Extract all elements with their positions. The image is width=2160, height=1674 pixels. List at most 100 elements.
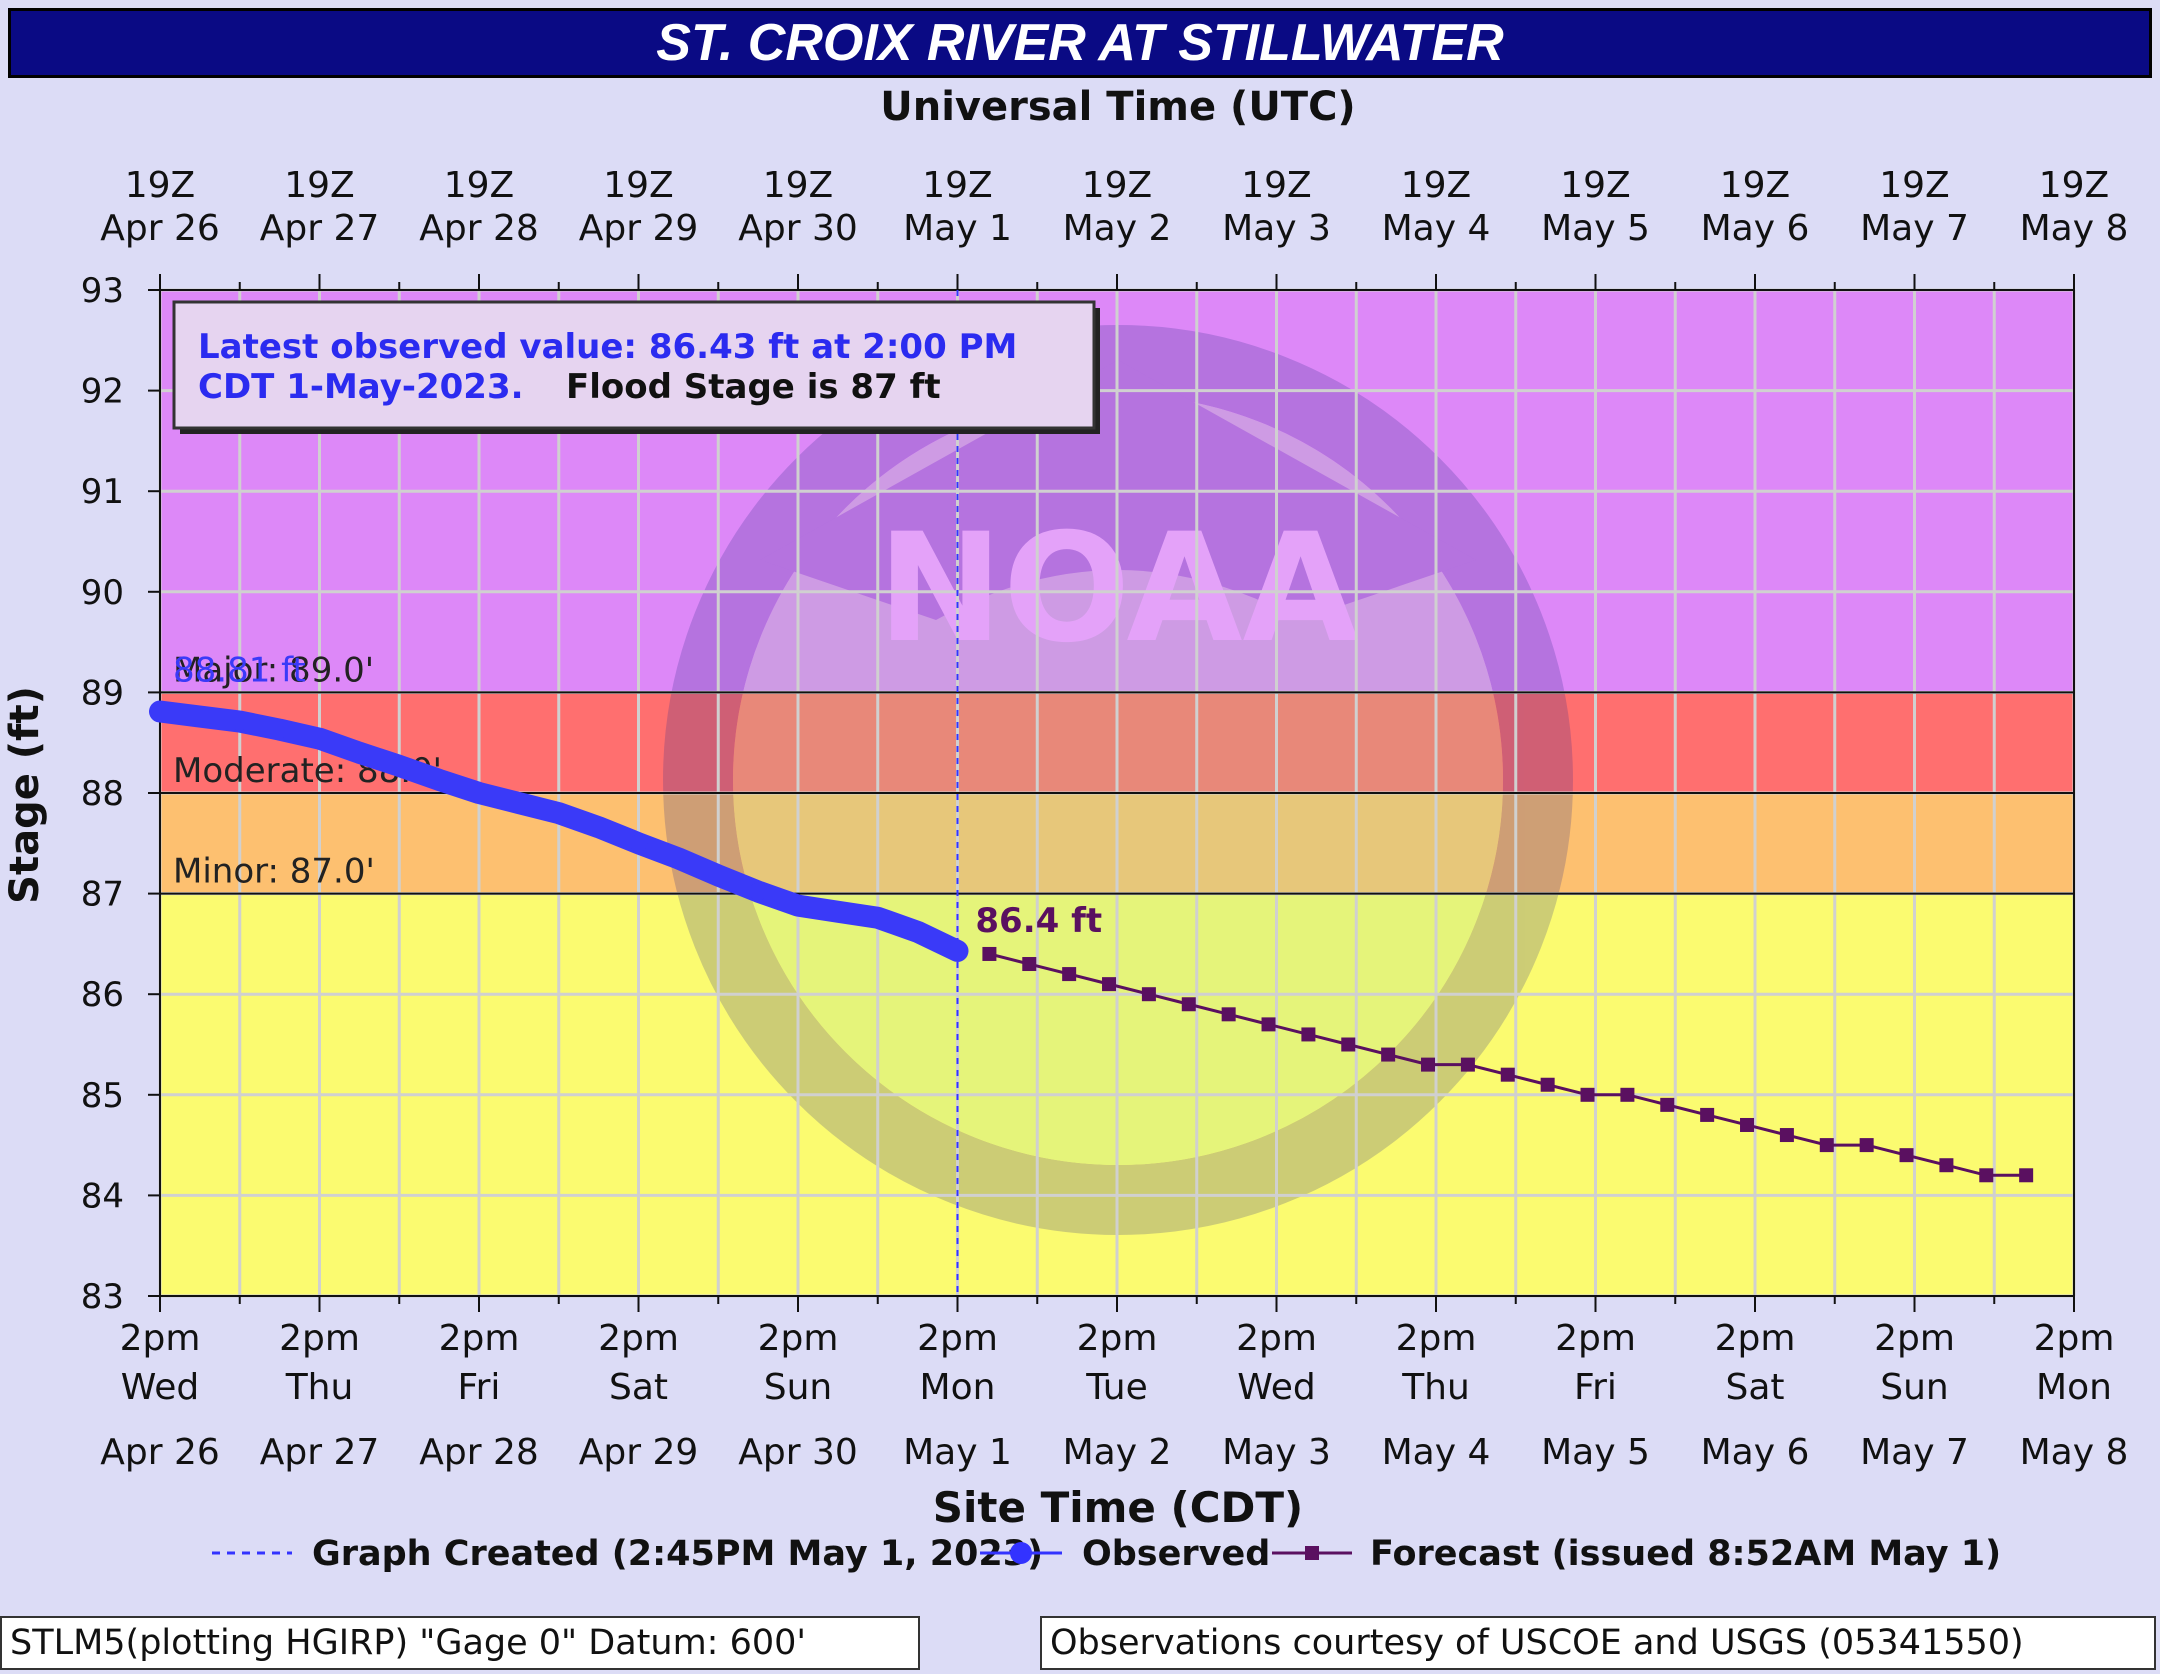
bottom-tick-label-date: Apr 27 (260, 1432, 380, 1473)
observed-point (470, 784, 488, 802)
top-tick-label-date: May 6 (1701, 208, 1810, 249)
forecast-point (1460, 1057, 1475, 1072)
top-tick-label-time: 19Z (1082, 165, 1152, 206)
y-tick-label: 92 (81, 372, 124, 412)
forecast-point (1819, 1138, 1834, 1153)
forecast-point (1102, 977, 1117, 992)
top-tick-label-time: 19Z (763, 165, 833, 206)
bottom-tick-label-day: Wed (121, 1367, 200, 1408)
legend: Graph Created (2:45PM May 1, 2023) Observ… (212, 1534, 2001, 1574)
bottom-tick-label-day: Mon (920, 1367, 996, 1408)
top-tick-label-time: 19Z (2039, 165, 2109, 206)
observed-point (549, 804, 568, 823)
top-tick-label-date: Apr 29 (579, 208, 699, 249)
forecast-point (1979, 1168, 1994, 1183)
bottom-tick-label-day: Sat (609, 1367, 668, 1408)
bottom-tick-label-day: Tue (1085, 1367, 1148, 1408)
forecast-point (1500, 1067, 1515, 1082)
forecast-point (1381, 1047, 1396, 1062)
observed-point (828, 902, 847, 921)
bottom-tick-label-time: 2pm (1874, 1318, 1955, 1359)
forecast-point (1221, 1007, 1236, 1022)
bottom-tick-label-day: Sat (1725, 1367, 1784, 1408)
axes (148, 274, 2075, 1312)
legend-forecast-swatch-marker (1305, 1546, 1319, 1560)
y-tick-label: 85 (81, 1076, 124, 1116)
bottom-tick-label-day: Fri (458, 1367, 501, 1408)
top-tick-label-time: 19Z (603, 165, 673, 206)
top-tick-label-time: 19Z (1720, 165, 1790, 206)
observed-point (589, 818, 608, 837)
forecast-point (1341, 1037, 1356, 1052)
observed-point (230, 712, 249, 731)
y-tick-label: 87 (81, 875, 124, 915)
bottom-tick-label-time: 2pm (1555, 1318, 1636, 1359)
top-tick-label-date: May 2 (1063, 208, 1172, 249)
y-tick-label: 83 (81, 1277, 124, 1317)
observed-point (310, 729, 329, 748)
observed-point (430, 770, 449, 789)
top-tick-label-date: Apr 30 (738, 208, 858, 249)
observed-point (629, 834, 648, 853)
forecast-point (1540, 1077, 1555, 1092)
latest-value-box: Latest observed value: 86.43 ft at 2:00 … (172, 300, 1100, 434)
bottom-tick-label-time: 2pm (598, 1318, 679, 1359)
forecast-point (982, 946, 997, 961)
observed-point (908, 922, 927, 941)
bottom-tick-label-date: May 5 (1541, 1432, 1650, 1473)
top-tick-label-time: 19Z (125, 165, 195, 206)
y-tick-label: 84 (81, 1176, 124, 1216)
observed-point (151, 702, 169, 721)
latest-observed-line2: CDT 1-May-2023. (198, 367, 524, 407)
threshold-label: Minor: 87.0' (173, 852, 375, 892)
forecast-point (1301, 1027, 1316, 1042)
bottom-tick-label-date: May 1 (903, 1432, 1012, 1473)
forecast-point (1779, 1128, 1794, 1143)
forecast-point (1740, 1117, 1755, 1132)
latest-value-box-bg (172, 300, 1096, 430)
bottom-tick-label-date: Apr 29 (579, 1432, 699, 1473)
legend-observed-swatch-marker (1010, 1542, 1032, 1564)
observed-point (509, 794, 528, 813)
forecast-point (1939, 1158, 1954, 1173)
observed-start-label: 88.81 ft (173, 651, 306, 691)
bottom-tick-label-time: 2pm (2034, 1318, 2115, 1359)
forecast-point (1421, 1057, 1436, 1072)
bottom-tick-label-day: Fri (1574, 1367, 1617, 1408)
bottom-tick-label-date: May 3 (1222, 1432, 1331, 1473)
bottom-tick-label-day: Sun (764, 1367, 832, 1408)
threshold-label: Major: 89.0' (173, 650, 374, 690)
y-tick-label: 91 (81, 472, 124, 512)
top-tick-label-date: May 4 (1382, 208, 1491, 249)
bottom-tick-label-date: Apr 28 (419, 1432, 539, 1473)
observed-point (270, 720, 289, 739)
top-tick-label-time: 19Z (922, 165, 992, 206)
flood-threshold-lines: Major: 89.0'Moderate: 88.0'Minor: 87.0' (160, 650, 2074, 895)
top-tick-label-time: 19Z (1560, 165, 1630, 206)
top-tick-label-time: 19Z (1879, 165, 1949, 206)
observed-point (868, 908, 887, 927)
bottom-tick-label-time: 2pm (1236, 1318, 1317, 1359)
y-tick-label: 86 (81, 975, 124, 1015)
observed-point (948, 941, 967, 960)
bottom-tick-label-date: May 4 (1382, 1432, 1491, 1473)
series: 88.81 ft 86.4 ft (149, 290, 2034, 1296)
bottom-tick-label-day: Wed (1237, 1367, 1316, 1408)
bottom-tick-label-date: Apr 30 (738, 1432, 858, 1473)
latest-observed-line1: Latest observed value: 86.43 ft at 2:00 … (198, 327, 1017, 367)
bottom-tick-label-date: May 6 (1701, 1432, 1810, 1473)
bottom-tick-label-date: Apr 26 (100, 1432, 220, 1473)
observed-point (390, 756, 409, 775)
bottom-tick-label-day: Mon (2036, 1367, 2112, 1408)
top-tick-label-time: 19Z (444, 165, 514, 206)
forecast-point (1660, 1097, 1675, 1112)
footer-datum: STLM5(plotting HGIRP) "Gage 0" Datum: 60… (0, 1616, 920, 1670)
bottom-tick-label-time: 2pm (1715, 1318, 1796, 1359)
y-tick-label: 93 (81, 271, 124, 311)
observed-point (350, 743, 369, 762)
top-tick-label-date: May 7 (1860, 208, 1969, 249)
forecast-point (1620, 1087, 1635, 1102)
top-tick-label-date: Apr 26 (100, 208, 220, 249)
forecast-start-label: 86.4 ft (975, 901, 1102, 941)
